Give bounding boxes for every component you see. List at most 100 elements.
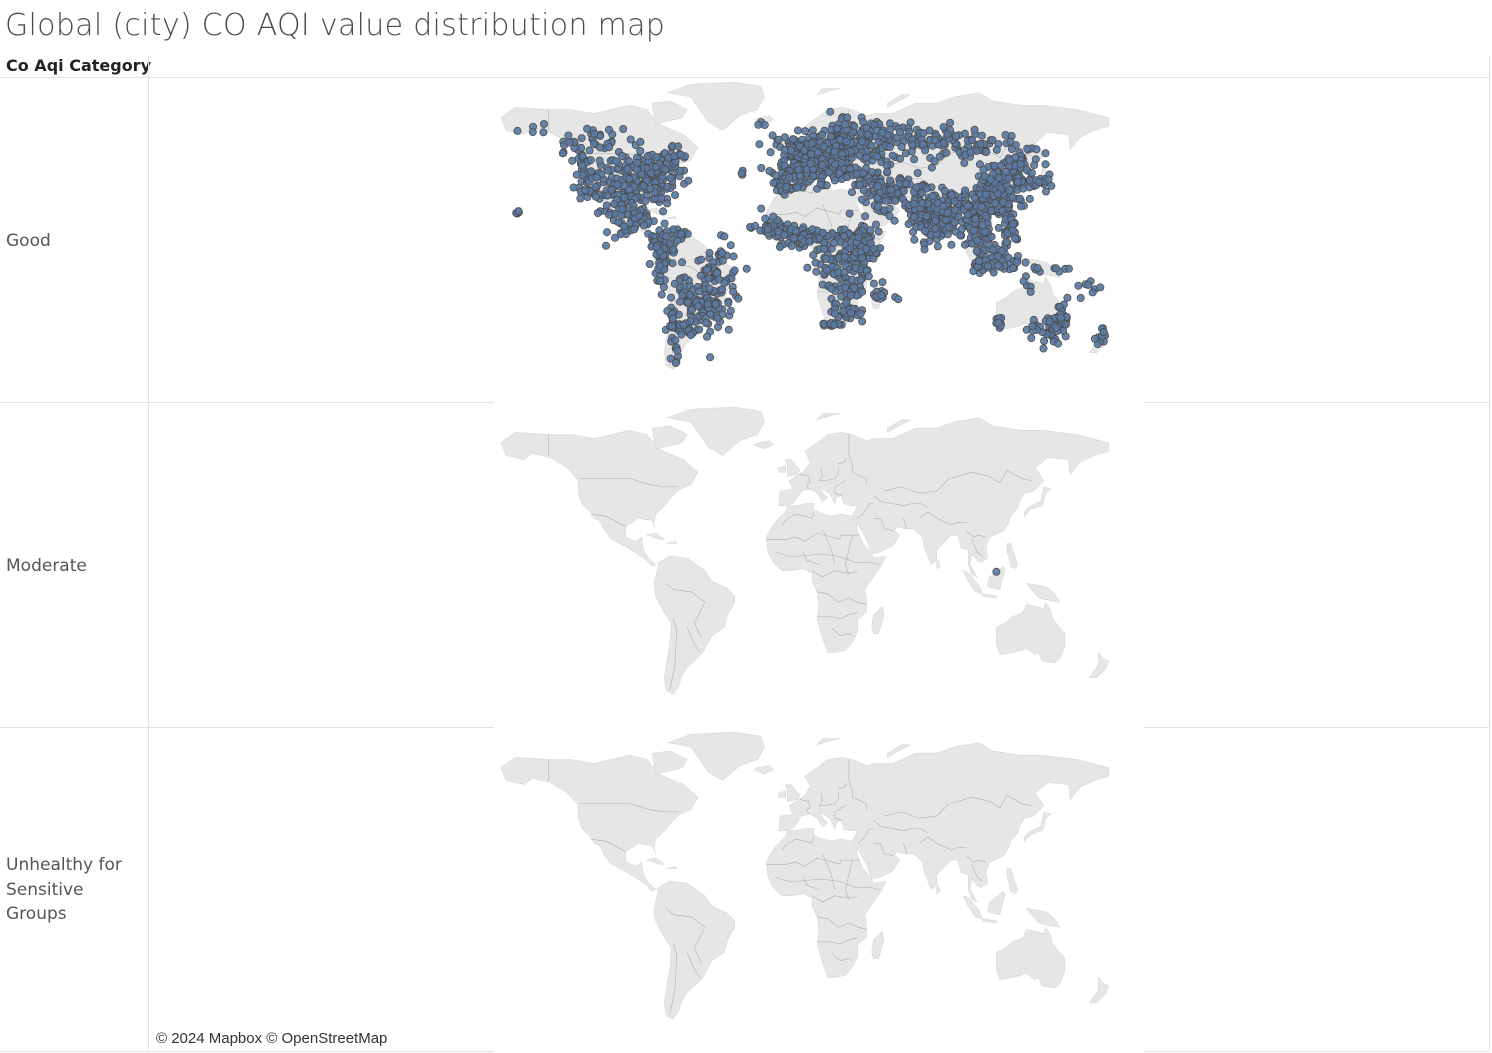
city-marker[interactable] xyxy=(920,226,929,235)
city-marker[interactable] xyxy=(858,317,867,326)
city-marker[interactable] xyxy=(999,198,1008,207)
city-marker[interactable] xyxy=(591,192,600,201)
city-marker[interactable] xyxy=(943,208,952,217)
city-marker[interactable] xyxy=(1064,264,1073,273)
city-marker[interactable] xyxy=(1039,344,1048,353)
city-marker[interactable] xyxy=(603,228,612,237)
city-marker[interactable] xyxy=(994,261,1003,270)
world-map[interactable] xyxy=(494,78,1144,403)
city-marker[interactable] xyxy=(913,169,922,178)
city-marker[interactable] xyxy=(793,183,802,192)
city-marker[interactable] xyxy=(1013,178,1022,187)
city-marker[interactable] xyxy=(1015,194,1024,203)
city-marker[interactable] xyxy=(613,180,622,189)
city-marker[interactable] xyxy=(677,330,686,339)
city-marker[interactable] xyxy=(678,258,687,267)
city-marker[interactable] xyxy=(826,107,835,116)
city-marker[interactable] xyxy=(614,218,623,227)
city-marker[interactable] xyxy=(1027,168,1036,177)
city-marker[interactable] xyxy=(703,300,712,309)
city-marker[interactable] xyxy=(1001,167,1010,176)
city-marker[interactable] xyxy=(930,157,939,166)
city-marker[interactable] xyxy=(989,268,998,277)
city-marker[interactable] xyxy=(652,243,661,252)
city-marker[interactable] xyxy=(705,284,714,293)
city-marker[interactable] xyxy=(766,148,775,157)
city-marker[interactable] xyxy=(673,236,682,245)
city-marker[interactable] xyxy=(993,189,1002,198)
city-marker[interactable] xyxy=(630,225,639,234)
city-marker[interactable] xyxy=(718,248,727,257)
city-marker[interactable] xyxy=(1019,277,1028,286)
city-marker[interactable] xyxy=(909,199,918,208)
city-marker[interactable] xyxy=(1063,293,1072,302)
city-marker[interactable] xyxy=(596,143,605,152)
city-marker[interactable] xyxy=(989,245,998,254)
city-marker[interactable] xyxy=(1054,339,1063,348)
city-marker[interactable] xyxy=(603,191,612,200)
city-marker[interactable] xyxy=(808,126,817,135)
city-marker[interactable] xyxy=(1016,160,1025,169)
city-marker[interactable] xyxy=(843,113,852,122)
city-marker[interactable] xyxy=(674,142,683,151)
city-marker[interactable] xyxy=(910,235,919,244)
city-marker[interactable] xyxy=(605,210,614,219)
city-marker[interactable] xyxy=(960,240,969,249)
city-marker[interactable] xyxy=(695,287,704,296)
city-marker[interactable] xyxy=(706,353,715,362)
city-marker[interactable] xyxy=(618,152,627,161)
city-marker[interactable] xyxy=(641,197,650,206)
city-marker[interactable] xyxy=(864,272,873,281)
city-marker[interactable] xyxy=(803,263,812,272)
city-marker[interactable] xyxy=(734,294,743,303)
city-marker[interactable] xyxy=(528,128,537,137)
city-marker[interactable] xyxy=(720,279,729,288)
city-marker[interactable] xyxy=(840,252,849,261)
city-marker[interactable] xyxy=(970,125,979,134)
city-marker[interactable] xyxy=(967,136,976,145)
city-marker[interactable] xyxy=(726,241,735,250)
city-marker[interactable] xyxy=(850,283,859,292)
city-marker[interactable] xyxy=(586,156,595,165)
city-marker[interactable] xyxy=(946,118,955,127)
city-marker[interactable] xyxy=(763,225,772,234)
city-marker[interactable] xyxy=(1009,219,1018,228)
city-marker[interactable] xyxy=(761,214,770,223)
city-marker[interactable] xyxy=(972,247,981,256)
city-marker[interactable] xyxy=(655,261,664,270)
city-marker[interactable] xyxy=(1096,283,1105,292)
city-marker[interactable] xyxy=(684,176,693,185)
city-marker[interactable] xyxy=(686,331,695,340)
city-marker[interactable] xyxy=(592,173,601,182)
city-marker[interactable] xyxy=(846,308,855,317)
city-marker[interactable] xyxy=(971,215,980,224)
city-marker[interactable] xyxy=(676,230,685,239)
city-marker[interactable] xyxy=(663,182,672,191)
city-marker[interactable] xyxy=(711,300,720,309)
city-marker[interactable] xyxy=(587,167,596,176)
city-marker[interactable] xyxy=(769,212,778,221)
city-marker[interactable] xyxy=(726,306,735,315)
city-marker[interactable] xyxy=(612,157,621,166)
city-marker[interactable] xyxy=(652,163,661,172)
city-marker[interactable] xyxy=(774,227,783,236)
city-marker[interactable] xyxy=(890,216,899,225)
city-marker[interactable] xyxy=(806,159,815,168)
city-marker[interactable] xyxy=(941,215,950,224)
city-marker[interactable] xyxy=(819,142,828,151)
city-marker[interactable] xyxy=(885,204,894,213)
city-marker[interactable] xyxy=(994,223,1003,232)
city-marker[interactable] xyxy=(969,226,978,235)
city-marker[interactable] xyxy=(950,218,959,227)
city-marker[interactable] xyxy=(593,209,602,218)
city-marker[interactable] xyxy=(895,154,904,163)
city-marker[interactable] xyxy=(841,120,850,129)
city-marker[interactable] xyxy=(842,298,851,307)
city-marker[interactable] xyxy=(847,188,856,197)
city-marker[interactable] xyxy=(845,209,854,218)
city-marker[interactable] xyxy=(899,187,908,196)
city-marker[interactable] xyxy=(1099,328,1108,337)
city-marker[interactable] xyxy=(1040,336,1049,345)
city-marker[interactable] xyxy=(626,135,635,144)
city-marker[interactable] xyxy=(694,302,703,311)
